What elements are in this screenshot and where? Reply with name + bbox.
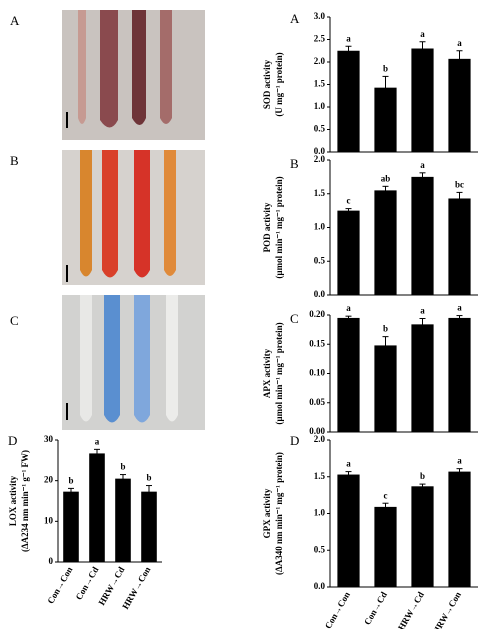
panel-label: A — [290, 11, 300, 26]
y-axis-label: (µmol min⁻¹ mg⁻¹ protein) — [274, 176, 284, 278]
bar — [411, 176, 434, 295]
x-tick-label: Con→Cd — [362, 590, 389, 627]
bar — [448, 317, 471, 432]
significance-letter: b — [383, 324, 388, 334]
x-tick-label: Con→Cd — [74, 565, 101, 602]
bar — [411, 486, 434, 587]
y-axis-label: (ΔA234 nm min⁻¹ g⁻¹ FW) — [20, 450, 30, 552]
panel-label: B — [290, 156, 299, 171]
bar — [374, 506, 397, 587]
bar — [448, 471, 471, 587]
significance-letter: a — [95, 436, 100, 446]
bar — [337, 474, 360, 587]
y-tick-label: 0.0 — [314, 581, 326, 591]
bar — [374, 87, 397, 152]
panel-label: C — [290, 311, 299, 326]
y-tick-label: 20 — [44, 475, 54, 485]
y-tick-label: 1.0 — [314, 222, 326, 232]
bar — [411, 324, 434, 432]
y-tick-label: 0.0 — [314, 289, 326, 299]
panel-label: D — [290, 433, 299, 448]
y-tick-label: 0.00 — [309, 426, 325, 436]
y-axis-label: GPX activity — [262, 488, 272, 538]
significance-letter: b — [383, 63, 388, 73]
significance-letter: a — [420, 306, 425, 316]
significance-letter: a — [346, 303, 351, 313]
x-tick-label: Con→Con — [323, 590, 352, 629]
significance-letter: b — [420, 471, 425, 481]
y-tick-label: 1.5 — [314, 471, 326, 481]
photo-a — [62, 10, 205, 140]
y-axis-label: SOD activity — [262, 59, 272, 109]
y-tick-label: 1.5 — [314, 79, 326, 89]
photo-label: C — [10, 313, 19, 328]
significance-letter: a — [457, 303, 462, 313]
significance-letter: b — [146, 473, 151, 483]
bar — [374, 190, 397, 295]
significance-letter: c — [384, 490, 388, 500]
photo-label: A — [10, 13, 20, 28]
x-tick-label: HRW→Cd — [396, 590, 426, 629]
significance-letter: a — [420, 160, 425, 170]
photo-label: B — [10, 153, 19, 168]
bar — [448, 198, 471, 295]
significance-letter: ab — [381, 173, 391, 183]
y-tick-label: 0.10 — [309, 368, 325, 378]
bar — [374, 345, 397, 432]
y-tick-label: 2.5 — [314, 34, 326, 44]
bar — [89, 453, 105, 562]
y-tick-label: 2.0 — [314, 56, 326, 66]
y-tick-label: 0.5 — [314, 124, 326, 134]
bar — [63, 491, 79, 562]
y-axis-label: (U mg⁻¹ protein) — [274, 52, 284, 116]
y-tick-label: 3.0 — [314, 11, 326, 21]
panel-label: D — [8, 433, 17, 448]
photo-c — [62, 295, 205, 430]
y-tick-label: 0.20 — [309, 309, 325, 319]
significance-letter: a — [346, 459, 351, 469]
significance-letter: b — [68, 475, 73, 485]
significance-letter: a — [346, 33, 351, 43]
y-tick-label: 0.15 — [309, 338, 325, 348]
y-tick-label: 2.0 — [314, 434, 326, 444]
significance-letter: a — [420, 29, 425, 39]
y-axis-label: POD activity — [262, 202, 272, 252]
significance-letter: bc — [455, 179, 464, 189]
y-axis-label: LOX activity — [8, 475, 18, 526]
y-tick-label: 2.0 — [314, 154, 326, 164]
photo-b — [62, 150, 205, 285]
y-tick-label: 1.5 — [314, 188, 326, 198]
significance-letter: b — [120, 462, 125, 472]
y-tick-label: 30 — [44, 434, 54, 444]
y-axis-label: (ΔA340 nm min⁻¹ mg⁻¹ protein) — [274, 452, 284, 575]
bar — [141, 491, 157, 562]
x-tick-label: HRW→Cd — [97, 565, 127, 607]
significance-letter: c — [347, 196, 351, 206]
y-tick-label: 10 — [44, 515, 54, 525]
bar — [115, 478, 131, 562]
bar — [337, 210, 360, 295]
significance-letter: a — [457, 38, 462, 48]
y-tick-label: 0.0 — [314, 146, 326, 156]
y-tick-label: 0 — [49, 556, 54, 566]
y-tick-label: 1.0 — [314, 508, 326, 518]
significance-letter: a — [457, 456, 462, 466]
bar — [411, 48, 434, 152]
x-tick-label: Con→Con — [45, 565, 74, 606]
y-axis-label: APX activity — [262, 348, 272, 398]
y-tick-label: 0.05 — [309, 397, 325, 407]
y-axis-label: (µmol min⁻¹ mg⁻¹ protein) — [274, 322, 284, 424]
y-tick-label: 1.0 — [314, 101, 326, 111]
bar — [448, 58, 471, 152]
y-tick-label: 0.5 — [314, 544, 326, 554]
bar — [337, 50, 360, 152]
x-tick-label: HRW→Con — [431, 590, 463, 629]
y-tick-label: 0.5 — [314, 255, 326, 265]
bar — [337, 317, 360, 432]
